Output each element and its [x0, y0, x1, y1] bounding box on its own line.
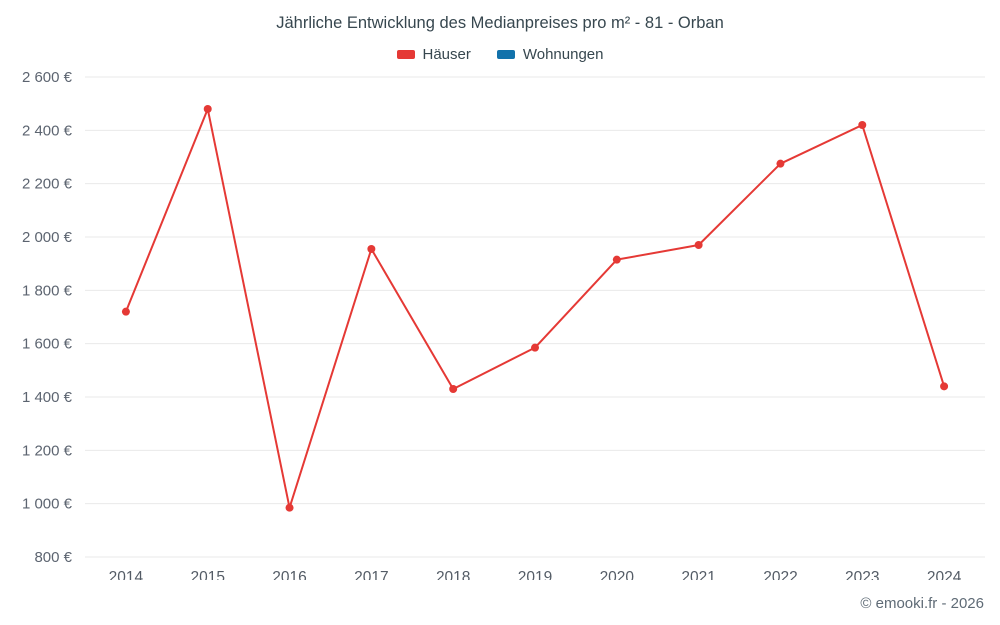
- y-tick-label: 1 400 €: [22, 389, 73, 406]
- y-tick-label: 2 000 €: [22, 229, 73, 246]
- data-point[interactable]: [285, 503, 294, 512]
- legend-swatch-haeuser: [396, 50, 415, 59]
- legend-swatch-wohnungen: [496, 50, 515, 59]
- y-tick-label: 1 800 €: [22, 282, 73, 299]
- y-tick-label: 2 200 €: [22, 176, 73, 193]
- x-tick-label: 2021: [681, 569, 715, 580]
- data-point[interactable]: [449, 385, 458, 393]
- x-tick-label: 2016: [272, 569, 306, 580]
- legend-item-haeuser[interactable]: Häuser: [396, 46, 471, 63]
- x-tick-label: 2017: [354, 569, 388, 580]
- x-tick-label: 2015: [190, 569, 224, 580]
- legend-item-wohnungen[interactable]: Wohnungen: [496, 46, 604, 63]
- x-tick-label: 2022: [763, 569, 797, 580]
- y-tick-label: 1 000 €: [22, 496, 73, 513]
- series-line: [124, 108, 946, 509]
- chart-legend: Häuser Wohnungen: [0, 46, 1000, 63]
- legend-label-wohnungen: Wohnungen: [522, 46, 604, 63]
- y-tick-label: 1 200 €: [22, 442, 73, 459]
- data-point[interactable]: [940, 382, 949, 391]
- chart-title: Jährliche Entwicklung des Medianpreises …: [276, 14, 724, 32]
- data-point[interactable]: [858, 121, 867, 129]
- data-point[interactable]: [203, 105, 212, 113]
- x-tick-label: 2019: [518, 569, 552, 580]
- x-tick-label: 2014: [109, 569, 144, 580]
- data-point[interactable]: [694, 241, 703, 249]
- data-point[interactable]: [776, 159, 785, 168]
- y-tick-label: 800 €: [34, 549, 72, 566]
- x-tick-label: 2023: [845, 569, 879, 580]
- data-point[interactable]: [531, 343, 539, 352]
- x-tick-label: 2020: [600, 569, 635, 580]
- x-tick-label: 2024: [927, 569, 962, 580]
- chart-plot-area: 800 € 1 000 € 1 200 € 1 400 € 1 600 € 1 800 €…: [22, 69, 985, 580]
- data-point[interactable]: [121, 307, 130, 316]
- y-tick-label: 2 600 €: [22, 69, 73, 86]
- data-point[interactable]: [612, 255, 621, 264]
- y-tick-label: 2 400 €: [22, 122, 73, 139]
- legend-label-haeuser: Häuser: [422, 46, 471, 63]
- y-tick-label: 1 600 €: [22, 336, 73, 353]
- footer-credit: © emooki.fr - 2026: [860, 595, 984, 612]
- data-point[interactable]: [367, 245, 376, 253]
- x-tick-label: 2018: [436, 569, 470, 580]
